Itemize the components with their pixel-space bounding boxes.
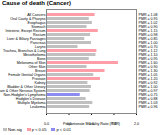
svg-text:PMR = 1.60: PMR = 1.60: [139, 61, 158, 65]
svg-text:Larynx: Larynx: [34, 45, 46, 50]
svg-text:PMR = 0.90: PMR = 0.90: [138, 65, 158, 70]
svg-text:Trachea, Bronchus & Lung: Trachea, Bronchus & Lung: [2, 49, 46, 54]
svg-text:Stomach: Stomach: [31, 25, 46, 30]
svg-text:Kidney: Kidney: [34, 81, 46, 86]
svg-text:Prostate: Prostate: [32, 77, 46, 82]
svg-text:Pancreas: Pancreas: [30, 41, 46, 46]
svg-text:PMR = 1.00: PMR = 1.00: [138, 41, 158, 46]
svg-text:PMR = 1.20: PMR = 1.20: [139, 77, 158, 81]
svg-text:Hodgkin's Disease: Hodgkin's Disease: [15, 97, 46, 102]
svg-text:Intestine, Except Rectum: Intestine, Except Rectum: [5, 29, 46, 34]
svg-text:PMR = 1.02: PMR = 1.02: [138, 21, 158, 26]
svg-text:PMR = 1.00: PMR = 1.00: [138, 85, 158, 90]
html-text:p < 0.01: p < 0.01: [56, 127, 71, 132]
svg-text:Breast: Breast: [35, 69, 46, 74]
svg-text:PMR = 0.95: PMR = 0.95: [138, 57, 158, 62]
svg-text:Rectum: Rectum: [33, 33, 46, 38]
svg-text:Esophagus: Esophagus: [27, 21, 46, 26]
svg-text:Leukemia: Leukemia: [30, 105, 46, 109]
svg-text:PMR = 0.96: PMR = 0.96: [139, 105, 158, 109]
svg-text:Melanoma of Skin: Melanoma of Skin: [16, 61, 46, 66]
svg-text:PMR = 1.08: PMR = 1.08: [139, 13, 158, 17]
html-text:Non-sig: Non-sig: [8, 127, 22, 132]
svg-text:PMR = 0.92: PMR = 0.92: [138, 81, 158, 86]
svg-text:PMR = 0.70: PMR = 0.70: [138, 45, 158, 50]
svg-text:PMR = 0.85: PMR = 0.85: [138, 37, 158, 42]
svg-text:PMR = 0.95: PMR = 0.95: [138, 17, 158, 22]
svg-text:Female Genital Organs: Female Genital Organs: [8, 73, 46, 78]
svg-text:PMR = 0.90: PMR = 0.90: [138, 25, 158, 30]
svg-text:PMR = 1.30: PMR = 1.30: [139, 69, 158, 73]
svg-text:PMR = 0.88: PMR = 0.88: [138, 97, 158, 102]
svg-text:PMR = 0.97: PMR = 0.97: [138, 89, 158, 94]
svg-text:Bone: Bone: [37, 57, 46, 62]
svg-text:PMR = 1.03: PMR = 1.03: [138, 101, 158, 106]
svg-text:Multiple Myeloma: Multiple Myeloma: [17, 101, 46, 106]
svg-text:Oral Cavity & Pharynx: Oral Cavity & Pharynx: [10, 17, 46, 22]
svg-text:PMR = 1.15: PMR = 1.15: [139, 29, 158, 33]
html-text:Cause of death (Cancer): Cause of death (Cancer): [2, 0, 71, 6]
svg-text:PMR = 1.05: PMR = 1.05: [138, 73, 158, 78]
svg-text:Non-Hodgkin's Lymphoma: Non-Hodgkin's Lymphoma: [3, 93, 46, 98]
svg-text:PMR = 1.10: PMR = 1.10: [138, 53, 158, 58]
svg-text:PMR = 1.12: PMR = 1.12: [139, 49, 158, 53]
svg-text:PMR = 0.98: PMR = 0.98: [138, 33, 158, 38]
svg-text:2.0: 2.0: [134, 122, 139, 126]
svg-text:0.0: 0.0: [44, 122, 49, 126]
svg-text:All Cancers: All Cancers: [27, 13, 46, 18]
svg-text:Other Skin: Other Skin: [28, 65, 46, 70]
svg-text:Bladder & Other Urinary: Bladder & Other Urinary: [7, 85, 46, 90]
svg-text:Proportionate Mortality Ratio: Proportionate Mortality Ratio (PMR): [63, 122, 120, 126]
svg-text:Mesothelioma: Mesothelioma: [23, 53, 46, 58]
html-text:p < 0.05: p < 0.05: [31, 127, 47, 132]
svg-text:PMR = 0.75: PMR = 0.75: [139, 93, 158, 97]
svg-text:Liver & Biliary Passages: Liver & Biliary Passages: [6, 37, 46, 42]
